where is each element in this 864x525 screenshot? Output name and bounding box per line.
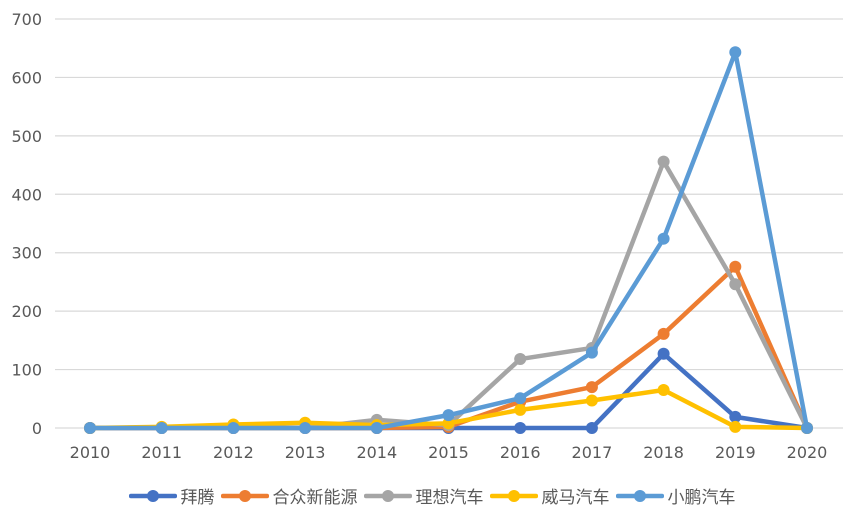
data-point-marker [657, 327, 670, 340]
data-point-marker [370, 422, 383, 434]
y-axis-ticks: 0 100 200 300 400 500 600 700 [11, 10, 42, 438]
x-axis-ticks: 2010 2011 2012 2013 2014 2015 2016 2017 2018 2019… [70, 443, 828, 462]
x-tick-label: 2013 [285, 443, 326, 462]
data-point-marker [155, 422, 168, 434]
legend-label: 合众新能源 [272, 487, 358, 508]
data-point-marker [657, 232, 670, 245]
data-point-marker [729, 410, 742, 423]
legend-item: 拜腾 [128, 483, 215, 508]
legend-line-marker-icon [128, 488, 177, 502]
data-point-marker [585, 381, 598, 394]
y-tick-label: 500 [11, 127, 42, 146]
legend-label: 拜腾 [180, 487, 215, 508]
x-tick-label: 2018 [643, 443, 684, 462]
data-point-marker [514, 422, 527, 434]
x-tick-label: 2011 [141, 443, 182, 462]
data-point-marker [729, 278, 742, 291]
legend-line-marker-icon [489, 488, 538, 502]
data-point-marker [84, 422, 96, 434]
x-tick-label: 2015 [428, 443, 469, 462]
legend-item: 威马汽车 [489, 483, 610, 508]
data-point-marker [514, 392, 527, 405]
y-tick-label: 700 [11, 10, 42, 29]
x-tick-label: 2019 [715, 443, 756, 462]
legend-item: 合众新能源 [220, 483, 358, 508]
series-line [87, 264, 810, 431]
y-tick-label: 600 [11, 68, 42, 87]
data-point-marker [442, 409, 455, 422]
data-point-marker [585, 394, 598, 407]
data-point-marker [585, 422, 598, 434]
legend: 拜腾 合众新能源 理想汽车 威马汽车 小鹏汽车 [0, 480, 864, 510]
legend-label: 威马汽车 [541, 487, 610, 508]
data-point-marker [801, 422, 813, 434]
data-point-marker [514, 353, 527, 366]
data-point-marker [729, 260, 742, 273]
legend-line-marker-icon [615, 488, 664, 502]
data-point-marker [657, 155, 670, 168]
data-point-marker [729, 420, 742, 433]
y-tick-label: 200 [11, 302, 42, 321]
data-point-marker [514, 403, 527, 416]
data-point-marker [585, 346, 598, 359]
series-lines [84, 46, 813, 434]
x-tick-label: 2020 [787, 443, 828, 462]
x-tick-label: 2017 [572, 443, 613, 462]
y-tick-label: 400 [11, 185, 42, 204]
x-tick-label: 2016 [500, 443, 541, 462]
data-point-marker [657, 347, 670, 360]
legend-item: 小鹏汽车 [615, 483, 736, 508]
series-line [87, 50, 810, 431]
x-tick-label: 2010 [70, 443, 111, 462]
y-tick-label: 300 [11, 244, 42, 263]
legend-label: 小鹏汽车 [667, 487, 736, 508]
data-point-marker [227, 422, 240, 434]
y-tick-label: 100 [11, 361, 42, 380]
data-point-marker [729, 46, 742, 59]
data-point-marker [299, 422, 312, 434]
legend-label: 理想汽车 [415, 487, 484, 508]
series-合众新能源 [84, 260, 813, 434]
gridlines [55, 18, 843, 429]
legend-line-marker-icon [363, 488, 412, 502]
x-tick-label: 2014 [356, 443, 397, 462]
y-tick-label: 0 [32, 419, 42, 438]
legend-item: 理想汽车 [363, 483, 484, 508]
series-小鹏汽车 [84, 46, 813, 434]
x-tick-label: 2012 [213, 443, 254, 462]
data-point-marker [657, 384, 670, 397]
legend-line-marker-icon [220, 488, 269, 502]
